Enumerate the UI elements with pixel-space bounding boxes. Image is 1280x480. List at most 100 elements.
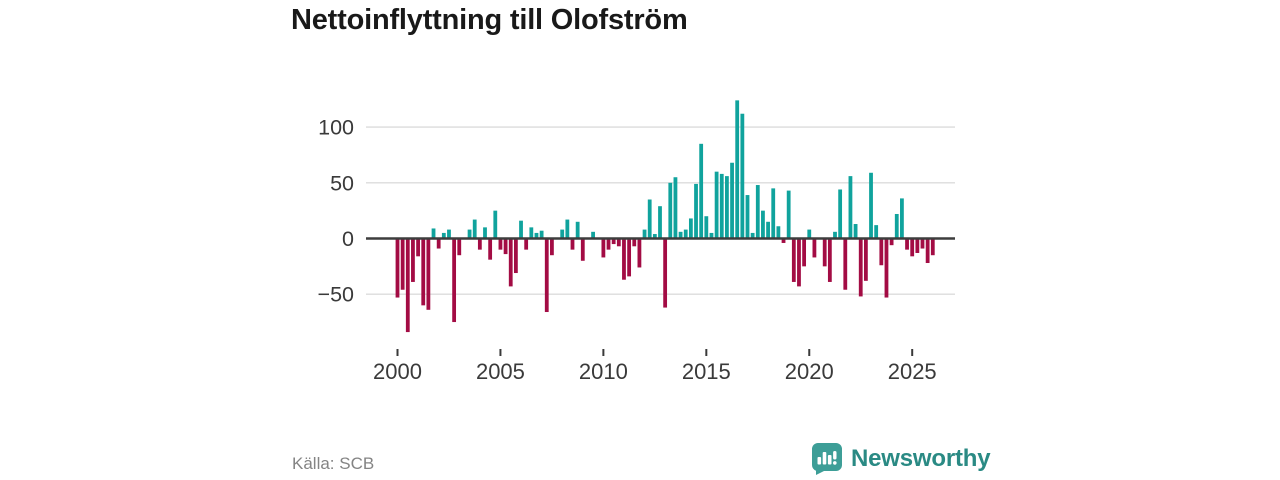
bar-negative xyxy=(606,238,611,250)
bar-positive xyxy=(441,232,446,239)
bar-negative xyxy=(791,238,796,282)
bar-positive xyxy=(838,189,843,239)
bar-negative xyxy=(812,238,817,258)
bar-positive xyxy=(766,221,770,239)
bar-positive xyxy=(447,229,451,239)
bar-positive xyxy=(467,229,472,239)
bar-negative xyxy=(920,238,925,249)
logo-exclamation-dot xyxy=(833,461,837,465)
x-axis-label: 2015 xyxy=(682,359,731,384)
bar-negative xyxy=(915,238,920,253)
bar-negative xyxy=(884,238,889,298)
x-axis-label: 2010 xyxy=(579,359,628,384)
bar-negative xyxy=(905,238,909,250)
bar-negative xyxy=(843,238,848,290)
bar-positive xyxy=(519,220,523,239)
bar-positive xyxy=(740,113,745,239)
bar-positive xyxy=(833,231,837,239)
bar-negative xyxy=(802,238,807,267)
bar-positive xyxy=(900,198,904,239)
bar-positive xyxy=(699,143,704,239)
bar-positive xyxy=(694,183,698,239)
bar-negative xyxy=(632,238,637,247)
bar-positive xyxy=(725,176,729,239)
bar-positive xyxy=(750,232,755,239)
bar-positive xyxy=(714,171,719,239)
bar-positive xyxy=(647,199,652,239)
newsworthy-logo-icon xyxy=(811,443,842,475)
bar-positive xyxy=(678,231,683,239)
y-axis-label: −50 xyxy=(318,283,355,307)
bar-negative xyxy=(488,238,493,260)
bar-positive xyxy=(735,100,740,239)
logo-bubble xyxy=(811,443,842,475)
bar-negative xyxy=(663,238,668,308)
bar-positive xyxy=(493,210,498,239)
bar-negative xyxy=(601,238,606,258)
y-axis-label: 50 xyxy=(330,171,354,195)
bar-positive xyxy=(776,226,781,239)
y-axis-label: 0 xyxy=(342,227,354,251)
bar-positive xyxy=(874,225,879,239)
bar-positive xyxy=(761,210,765,239)
bar-positive xyxy=(539,230,544,239)
bar-positive xyxy=(771,188,776,239)
bar-positive xyxy=(673,177,678,239)
bar-negative xyxy=(550,238,554,256)
logo-bar-3 xyxy=(827,455,832,465)
bar-positive xyxy=(853,224,858,239)
bar-negative xyxy=(452,238,457,323)
bar-negative xyxy=(426,238,431,310)
bar-positive xyxy=(848,176,853,239)
x-axis-label: 2020 xyxy=(785,359,834,384)
bar-positive xyxy=(683,229,688,239)
bar-positive xyxy=(719,173,724,239)
bar-positive xyxy=(529,227,534,239)
bar-positive xyxy=(642,229,647,239)
bar-negative xyxy=(925,238,930,264)
bar-negative xyxy=(863,238,868,281)
bar-positive xyxy=(869,172,873,239)
bar-positive xyxy=(591,231,595,239)
bar-negative xyxy=(544,238,549,313)
logo-bar-1 xyxy=(817,457,822,465)
bar-negative xyxy=(611,238,616,245)
x-axis-label: 2000 xyxy=(373,359,422,384)
bar-negative xyxy=(879,238,884,266)
logo-bar-2 xyxy=(822,452,827,465)
bar-negative xyxy=(524,238,529,250)
bar-negative xyxy=(508,238,513,287)
bar-negative xyxy=(405,238,410,333)
bar-positive xyxy=(575,221,580,239)
bar-positive xyxy=(807,229,812,239)
y-axis-label: 100 xyxy=(318,116,354,140)
bar-negative xyxy=(457,238,462,256)
bar-negative xyxy=(622,238,626,280)
bar-negative xyxy=(395,238,400,298)
bar-positive xyxy=(483,227,487,239)
page-title: Nettoinflyttning till Olofström xyxy=(291,4,688,36)
bar-negative xyxy=(436,238,441,249)
brand-name: Newsworthy xyxy=(851,445,991,472)
bar-negative xyxy=(421,238,426,306)
bar-negative xyxy=(858,238,863,297)
bar-negative xyxy=(503,238,508,255)
bar-negative xyxy=(637,238,642,268)
bar-negative xyxy=(781,238,786,243)
bar-negative xyxy=(889,238,894,246)
bar-positive xyxy=(730,162,734,239)
bar-positive xyxy=(688,218,693,239)
bar-negative xyxy=(477,238,482,250)
bar-positive xyxy=(431,228,436,239)
bar-negative xyxy=(910,238,915,257)
bar-positive xyxy=(745,195,750,239)
bar-positive xyxy=(709,232,714,239)
bar-positive xyxy=(894,213,899,239)
logo-exclamation-stem xyxy=(833,451,837,460)
bar-negative xyxy=(797,238,801,287)
bar-negative xyxy=(930,238,935,256)
bar-negative xyxy=(416,238,420,257)
bar-negative xyxy=(822,238,827,267)
bar-positive xyxy=(668,182,673,239)
